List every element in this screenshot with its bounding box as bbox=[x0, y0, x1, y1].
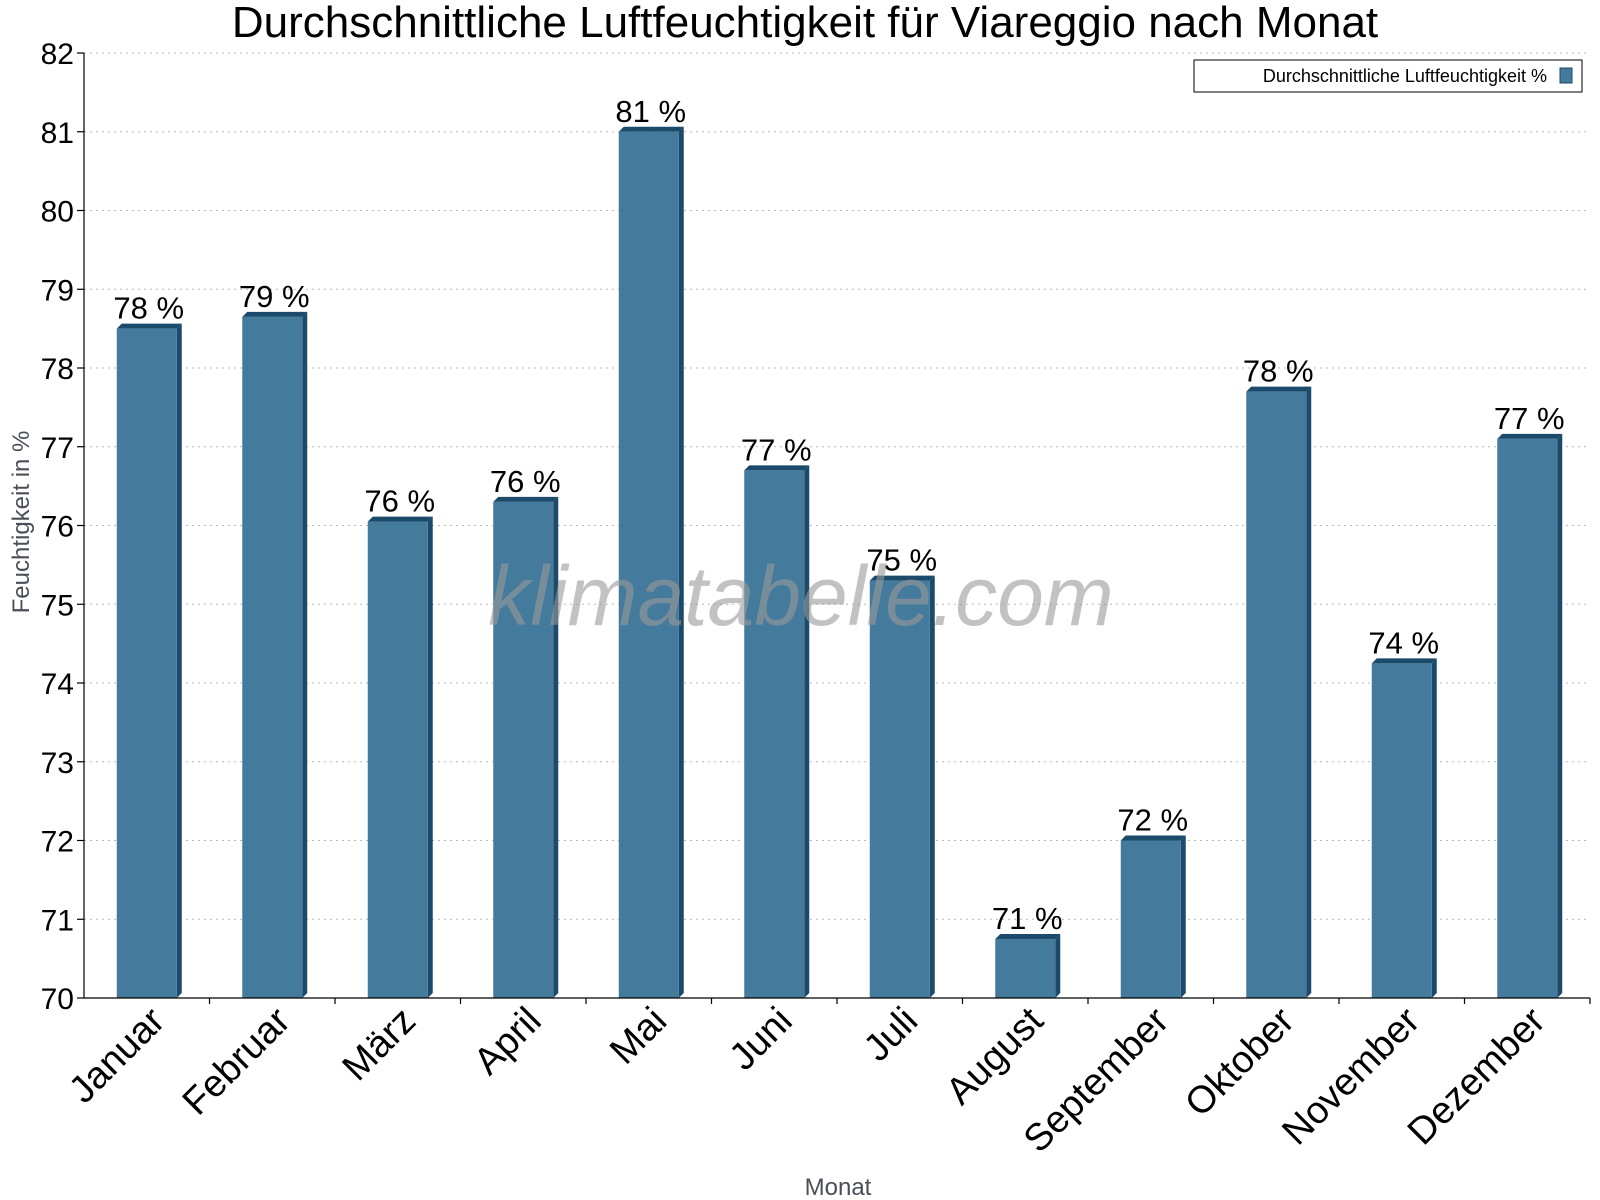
y-tick-label: 75 bbox=[41, 589, 74, 622]
bar bbox=[744, 470, 805, 998]
bar-top bbox=[493, 496, 559, 502]
data-label: 76 % bbox=[490, 464, 561, 499]
y-tick-label: 70 bbox=[41, 983, 74, 1016]
y-tick-label: 79 bbox=[41, 274, 74, 307]
bar-top bbox=[116, 323, 182, 329]
bar-side bbox=[804, 465, 810, 998]
x-tick-label: Juni bbox=[722, 1000, 801, 1079]
x-tick-label: Oktober bbox=[1177, 999, 1303, 1125]
y-tick-label: 73 bbox=[41, 747, 74, 780]
x-tick-label: August bbox=[938, 999, 1052, 1113]
legend-box bbox=[1193, 59, 1583, 93]
x-tick-label: Mai bbox=[602, 1000, 675, 1073]
y-tick-label: 78 bbox=[41, 353, 74, 386]
data-label: 71 % bbox=[992, 901, 1063, 936]
watermark: klimatabelle.com bbox=[488, 549, 1114, 643]
axes bbox=[77, 52, 1591, 1004]
bar-top bbox=[1497, 433, 1563, 439]
bar-top bbox=[744, 465, 810, 471]
data-label: 72 % bbox=[1117, 803, 1188, 838]
bar-side bbox=[1180, 835, 1186, 998]
legend-swatch bbox=[1559, 67, 1573, 84]
bar bbox=[869, 580, 930, 998]
y-tick-label: 81 bbox=[41, 117, 74, 150]
bar-side bbox=[302, 311, 308, 998]
bar bbox=[618, 131, 679, 998]
bar bbox=[995, 938, 1056, 998]
data-label: 75 % bbox=[866, 543, 937, 578]
y-axis-label: Feuchtigkeit in % bbox=[8, 431, 35, 614]
bar bbox=[242, 316, 303, 998]
bar-side bbox=[1306, 386, 1312, 998]
bar-top bbox=[1371, 658, 1437, 664]
x-tick-label: Dezember bbox=[1400, 999, 1554, 1153]
bar bbox=[367, 521, 428, 998]
data-label: 78 % bbox=[1243, 354, 1314, 389]
bar-top bbox=[367, 516, 433, 522]
y-tick-label: 77 bbox=[41, 432, 74, 465]
bar-top bbox=[869, 575, 935, 581]
bar-side bbox=[1055, 933, 1061, 998]
bar bbox=[1120, 840, 1181, 998]
x-tick-label: Juli bbox=[856, 1000, 926, 1070]
bar-side bbox=[678, 126, 684, 998]
x-tick-label: Januar bbox=[61, 999, 173, 1111]
bar-top bbox=[1246, 386, 1312, 392]
data-label: 81 % bbox=[615, 94, 686, 129]
chart-title: Durchschnittliche Luftfeuchtigkeit für V… bbox=[232, 0, 1378, 47]
x-tick-label: April bbox=[466, 1000, 549, 1083]
data-label: 79 % bbox=[239, 279, 310, 314]
bar-top bbox=[1120, 835, 1186, 841]
y-tick-label: 82 bbox=[41, 38, 74, 71]
bar-side bbox=[553, 496, 559, 998]
bar bbox=[493, 501, 554, 998]
data-label: 77 % bbox=[1494, 401, 1565, 436]
y-tick-label: 74 bbox=[41, 668, 74, 701]
data-label: 76 % bbox=[364, 484, 435, 519]
data-label: 77 % bbox=[741, 432, 812, 467]
bars bbox=[116, 126, 1563, 998]
bar-side bbox=[929, 575, 935, 998]
bar bbox=[1371, 663, 1432, 998]
x-tick-label: Februar bbox=[175, 999, 299, 1123]
data-label: 74 % bbox=[1368, 625, 1439, 660]
x-tick-label: März bbox=[335, 1000, 424, 1089]
bar bbox=[1246, 391, 1307, 998]
y-tick-label: 76 bbox=[41, 511, 74, 544]
bar bbox=[116, 328, 177, 998]
y-axis-ticks: 70 71 72 73 74 75 76 77 78 79 80 81 82 bbox=[41, 38, 74, 1016]
x-axis-label: Monat bbox=[805, 1174, 872, 1200]
legend: Durchschnittliche Luftfeuchtigkeit % bbox=[1193, 59, 1583, 93]
y-tick-label: 80 bbox=[41, 196, 74, 229]
bar bbox=[1497, 438, 1558, 998]
data-label: 78 % bbox=[113, 291, 184, 326]
y-tick-label: 72 bbox=[41, 826, 74, 859]
bar-side bbox=[427, 516, 433, 998]
bar-top bbox=[618, 126, 684, 132]
bar-top bbox=[242, 311, 308, 317]
bar-top bbox=[995, 933, 1061, 939]
bar-side bbox=[176, 323, 182, 998]
bar-side bbox=[1431, 658, 1437, 998]
y-tick-label: 71 bbox=[41, 904, 74, 937]
x-axis-ticks: Januar Februar März April Mai Juni Juli AugustS… bbox=[61, 999, 1554, 1160]
legend-label: Durchschnittliche Luftfeuchtigkeit % bbox=[1263, 66, 1547, 86]
grid-lines bbox=[84, 52, 1590, 920]
bar-side bbox=[1557, 433, 1563, 998]
data-labels: 78 % 79 % 76 % 76 % 81 % 77 % 75 % 71 % 72 % 78 %… bbox=[113, 94, 1564, 936]
